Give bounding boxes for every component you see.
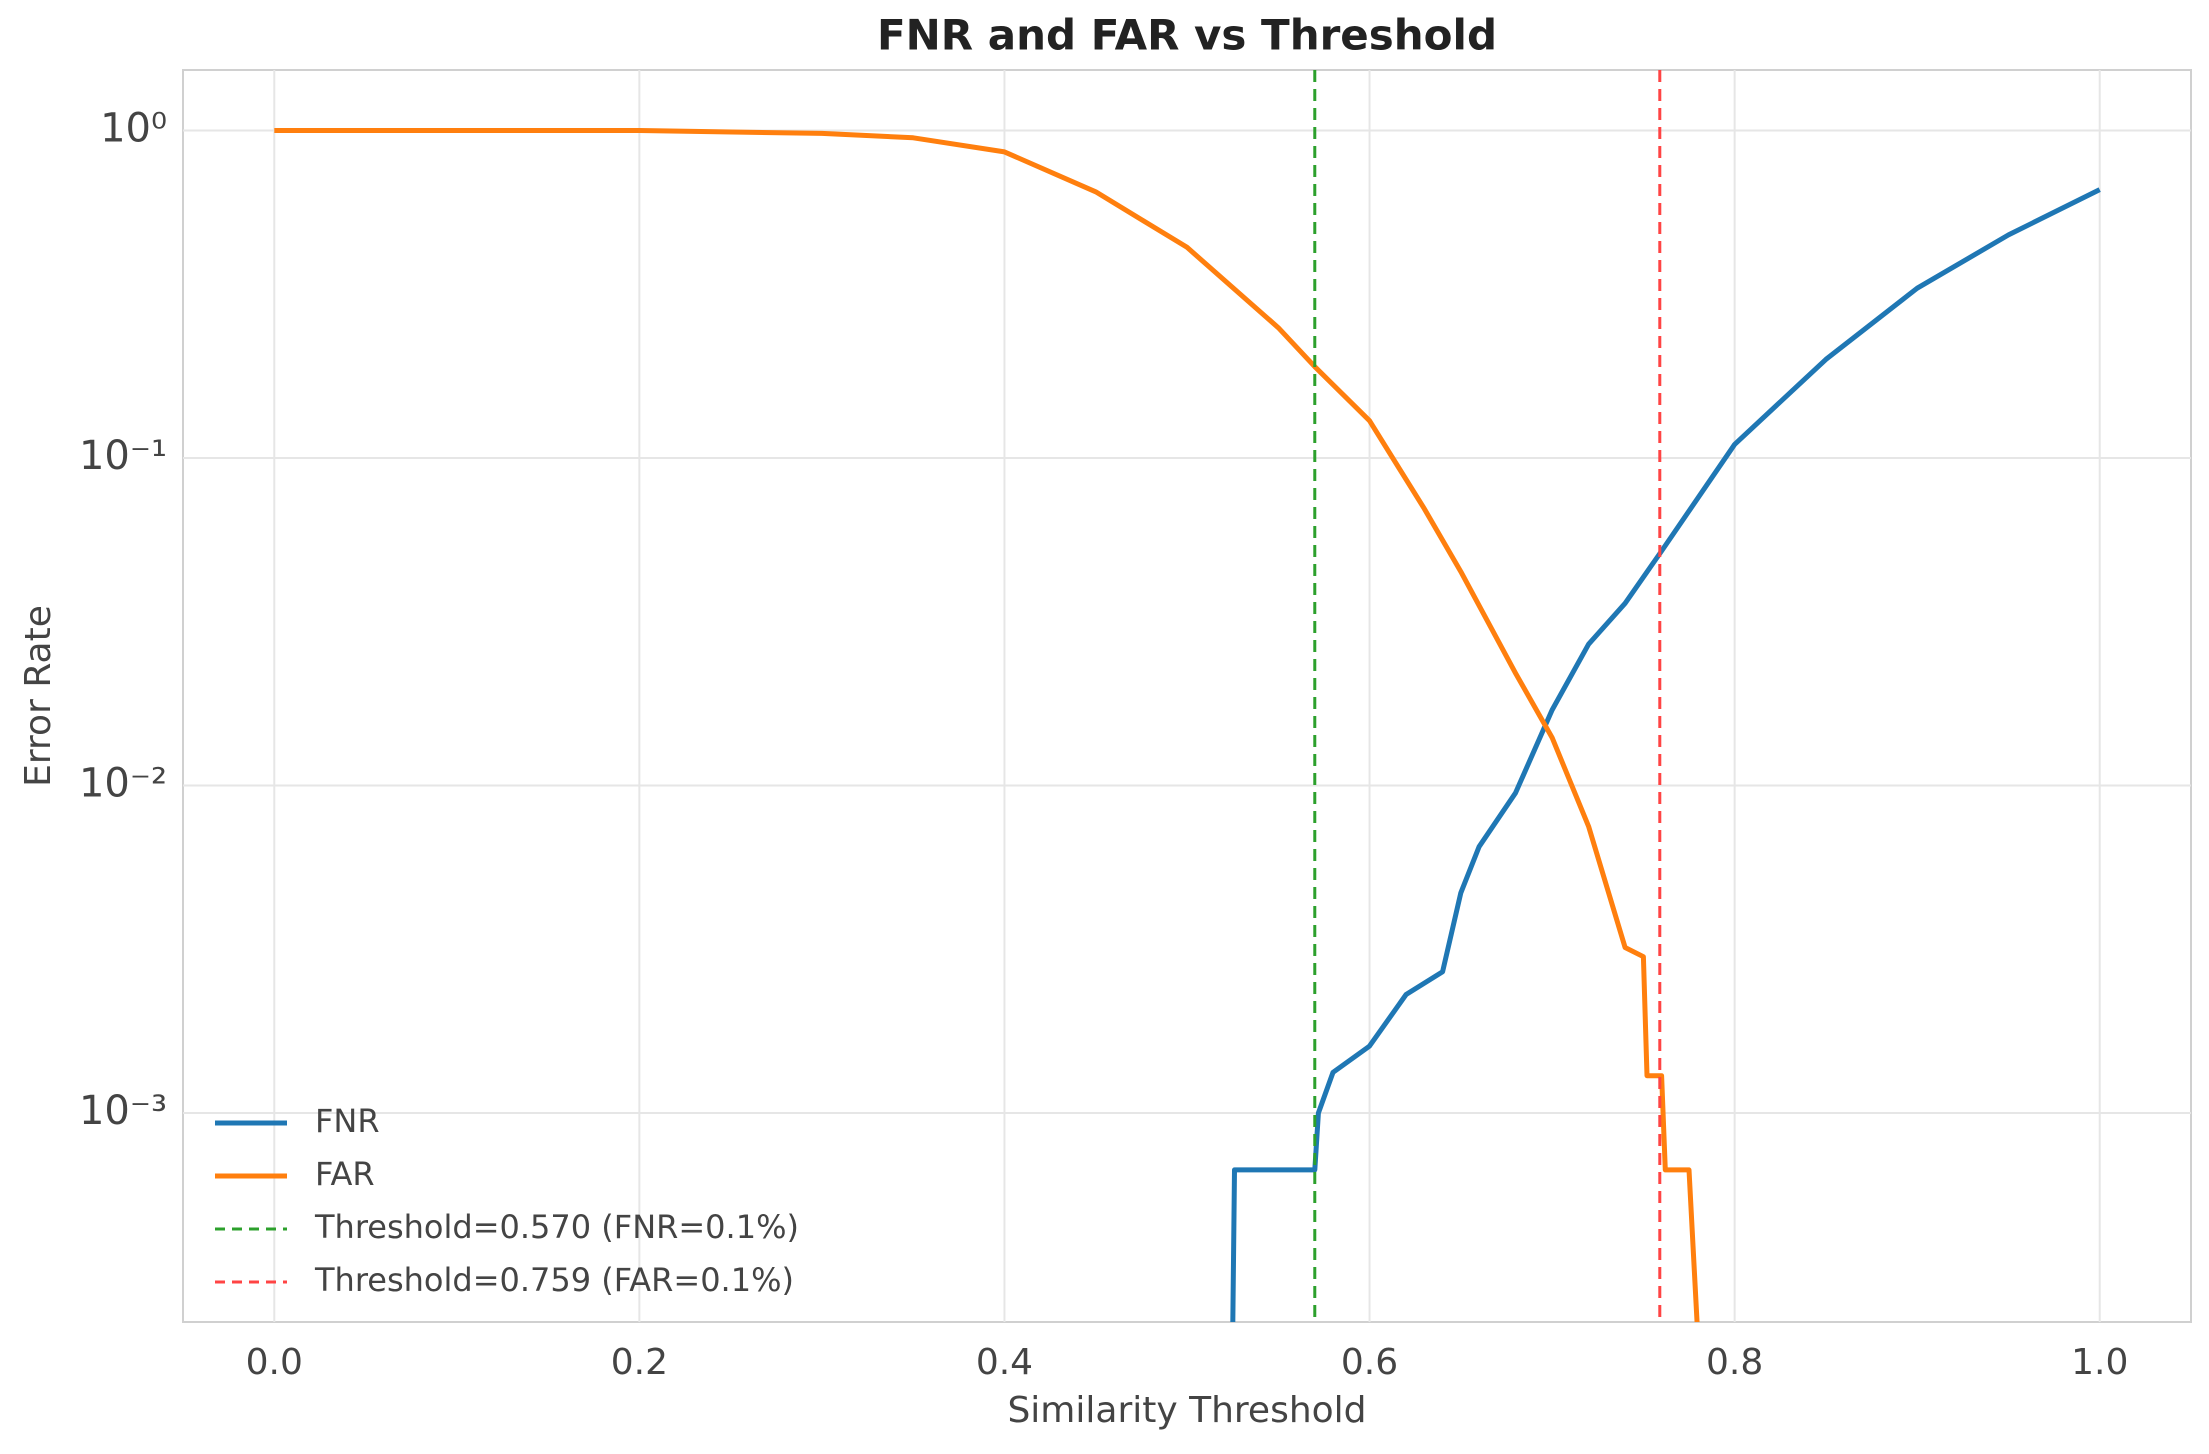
series-line — [274, 128, 1700, 1322]
x-tick-label: 0.8 — [1706, 1342, 1763, 1383]
y-tick-label: 10⁰ — [100, 105, 167, 151]
y-tick-label: 10⁻² — [79, 760, 167, 806]
series-line — [1230, 187, 2101, 1322]
plot-area — [182, 69, 2192, 1323]
legend: FNR FAR Threshold=0.570 (FNR=0.1%) Threshol… — [215, 1102, 799, 1299]
legend-label: FAR — [315, 1155, 375, 1193]
x-tick-label: 0.2 — [611, 1342, 668, 1383]
x-tick-label: 1.0 — [2071, 1342, 2128, 1383]
x-tick-label: 0.4 — [976, 1342, 1033, 1383]
x-tick-label: 0.6 — [1341, 1342, 1398, 1383]
x-tick-label: 0.0 — [246, 1342, 303, 1383]
y-axis-label: Error Rate — [18, 605, 59, 787]
y-tick-label: 10⁻¹ — [79, 433, 167, 479]
legend-label: Threshold=0.759 (FAR=0.1%) — [314, 1261, 794, 1299]
plot-lines — [274, 70, 2101, 1322]
chart-title: FNR and FAR vs Threshold — [877, 11, 1497, 60]
legend-label: FNR — [315, 1102, 380, 1140]
legend-label: Threshold=0.570 (FNR=0.1%) — [314, 1208, 799, 1246]
y-tick-label: 10⁻³ — [79, 1088, 167, 1134]
x-axis-label: Similarity Threshold — [1007, 1390, 1366, 1431]
